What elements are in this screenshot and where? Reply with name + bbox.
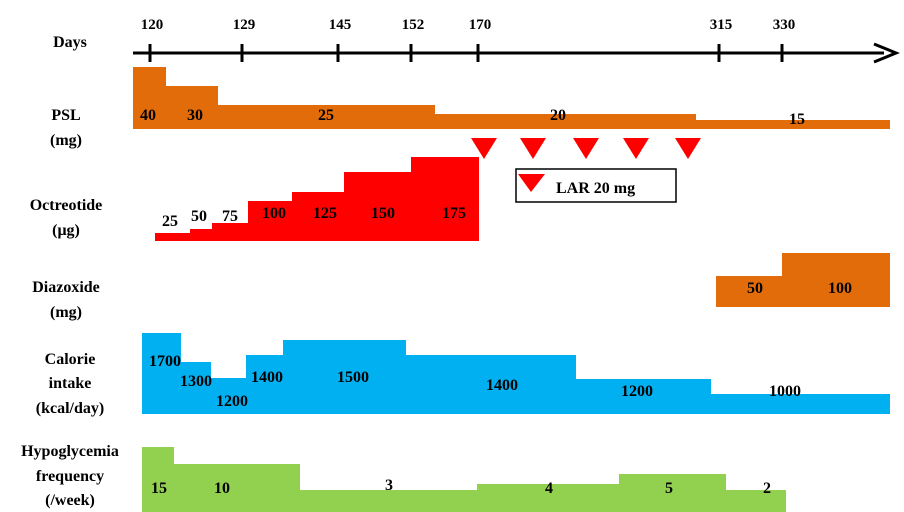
timeline-label: Days bbox=[53, 34, 87, 51]
diazoxide-step-label: 100 bbox=[828, 280, 852, 297]
octreotide-row-label: Octreotide bbox=[30, 197, 103, 214]
calorie-row-label: (kcal/day) bbox=[36, 400, 104, 417]
timeline-tick-label: 145 bbox=[329, 17, 352, 33]
octreotide-step-label: 150 bbox=[371, 205, 395, 222]
lar-injection-marker bbox=[471, 138, 497, 159]
calorie-step-bar bbox=[406, 355, 576, 414]
calorie-step-label: 1700 bbox=[149, 353, 181, 370]
lar-injection-marker bbox=[573, 138, 599, 159]
octreotide-step-label: 75 bbox=[222, 208, 238, 225]
psl-step-label: 30 bbox=[187, 107, 203, 124]
hypoglycemia-step-bar bbox=[142, 447, 174, 512]
hypoglycemia-step-label: 4 bbox=[545, 480, 553, 497]
diazoxide-row-label: (mg) bbox=[50, 304, 82, 321]
calorie-step-label: 1200 bbox=[216, 393, 248, 410]
hypoglycemia-step-bar bbox=[477, 484, 619, 512]
lar-legend-marker bbox=[518, 174, 545, 192]
lar-injection-marker bbox=[520, 138, 546, 159]
timeline-tick-label: 315 bbox=[710, 17, 733, 33]
octreotide-step-bar bbox=[190, 229, 212, 241]
octreotide-step-label: 175 bbox=[442, 205, 466, 222]
octreotide-step-label: 50 bbox=[191, 208, 207, 225]
psl-step-label: 15 bbox=[789, 111, 805, 128]
octreotide-series: 25 50 75 100 125 150 175 bbox=[155, 157, 479, 241]
lar-markers: LAR 20 mg bbox=[471, 138, 701, 203]
calorie-step-bar bbox=[576, 379, 711, 414]
hypoglycemia-step-label: 15 bbox=[151, 480, 167, 497]
lar-injection-marker bbox=[623, 138, 649, 159]
timeline-tick-label: 330 bbox=[773, 17, 796, 33]
hypoglycemia-step-bar bbox=[300, 490, 477, 512]
calorie-step-label: 1400 bbox=[251, 369, 283, 386]
psl-step-bar bbox=[133, 67, 166, 129]
hypoglycemia-row-label: frequency bbox=[36, 468, 104, 485]
octreotide-step-label: 100 bbox=[262, 205, 286, 222]
psl-step-bar bbox=[435, 114, 696, 129]
octreotide-step-bar bbox=[155, 233, 190, 241]
lar-legend-label: LAR 20 mg bbox=[556, 180, 635, 197]
calorie-row-label: Calorie bbox=[45, 351, 96, 368]
lar-injection-marker bbox=[675, 138, 701, 159]
hypoglycemia-step-label: 10 bbox=[214, 480, 230, 497]
hypoglycemia-step-bar bbox=[726, 490, 786, 512]
psl-step-label: 20 bbox=[550, 107, 566, 124]
octreotide-step-bar bbox=[411, 157, 479, 241]
calorie-step-label: 1300 bbox=[180, 373, 212, 390]
hypoglycemia-step-label: 5 bbox=[665, 480, 673, 497]
psl-step-bar bbox=[218, 105, 435, 129]
octreotide-step-bar bbox=[292, 192, 344, 241]
octreotide-row-label: (μg) bbox=[52, 222, 80, 239]
calorie-step-bar bbox=[283, 340, 406, 414]
hypoglycemia-step-label: 2 bbox=[763, 480, 771, 497]
calorie-step-bar bbox=[142, 333, 181, 414]
calorie-step-label: 1400 bbox=[486, 377, 518, 394]
hypoglycemia-step-bar bbox=[174, 464, 300, 512]
hypoglycemia-row-label: Hypoglycemia bbox=[21, 443, 119, 460]
octreotide-step-label: 25 bbox=[162, 213, 178, 230]
octreotide-step-bar bbox=[248, 201, 292, 241]
psl-series: 40 30 25 20 15 bbox=[133, 67, 890, 129]
octreotide-step-bar bbox=[344, 172, 411, 241]
hypoglycemia-step-bar bbox=[619, 474, 726, 512]
calorie-step-bar bbox=[246, 355, 283, 414]
diazoxide-step-label: 50 bbox=[747, 280, 763, 297]
timeline-tick-label: 120 bbox=[141, 17, 164, 33]
hypoglycemia-step-label: 3 bbox=[385, 477, 393, 494]
psl-step-bar bbox=[166, 86, 218, 129]
octreotide-step-bar bbox=[212, 223, 248, 241]
row-labels: PSL (mg) Octreotide (μg) Diazoxide (mg) Calori… bbox=[21, 107, 119, 509]
calorie-step-label: 1000 bbox=[769, 383, 801, 400]
timeline-tick-label: 152 bbox=[402, 17, 425, 33]
psl-step-bar bbox=[696, 120, 890, 129]
psl-row-label: PSL bbox=[51, 107, 80, 124]
psl-step-label: 25 bbox=[318, 107, 334, 124]
timeline-arrowhead bbox=[873, 42, 900, 64]
octreotide-step-label: 125 bbox=[313, 205, 337, 222]
calorie-step-label: 1200 bbox=[621, 383, 653, 400]
diazoxide-series: 50 100 bbox=[716, 253, 890, 307]
psl-row-label: (mg) bbox=[50, 132, 82, 149]
calorie-row-label: intake bbox=[49, 375, 92, 392]
calorie-step-bar bbox=[211, 378, 246, 414]
calorie-step-bar bbox=[181, 362, 211, 414]
diazoxide-step-bar bbox=[782, 253, 890, 307]
timeline-axis: Days 120 129 145 152 170 315 330 bbox=[53, 17, 900, 64]
calorie-step-bar bbox=[711, 394, 890, 414]
hypoglycemia-row-label: (/week) bbox=[45, 492, 95, 509]
timeline-tick-label: 170 bbox=[469, 17, 492, 33]
diazoxide-step-bar bbox=[716, 276, 782, 307]
calorie-step-label: 1500 bbox=[337, 369, 369, 386]
timeline-tick-label: 129 bbox=[233, 17, 256, 33]
psl-step-label: 40 bbox=[140, 107, 156, 124]
diazoxide-row-label: Diazoxide bbox=[32, 279, 100, 296]
hypoglycemia-series: 15 10 3 4 5 2 bbox=[142, 447, 786, 512]
